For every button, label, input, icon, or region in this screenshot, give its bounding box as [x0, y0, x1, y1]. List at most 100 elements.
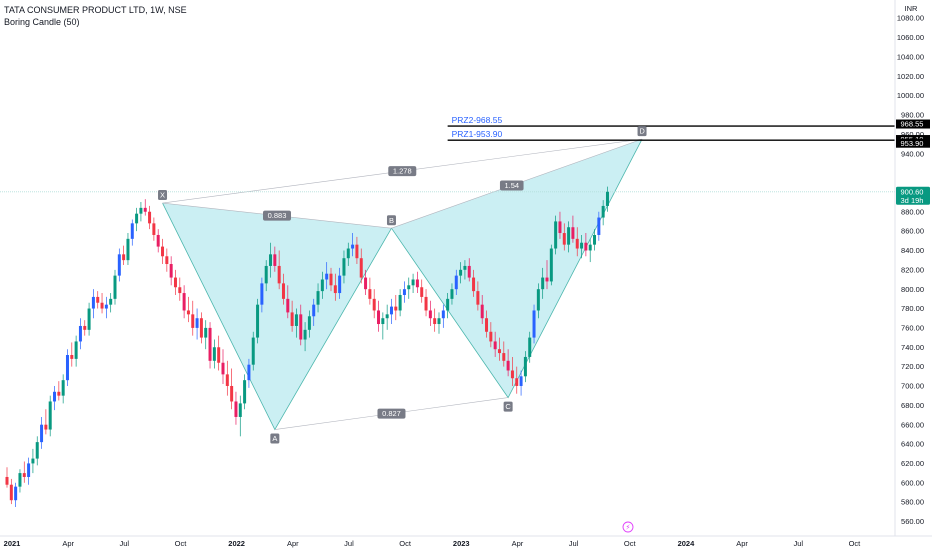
candle-body: [14, 486, 18, 501]
candle-body: [377, 310, 381, 325]
candle-body: [156, 234, 160, 247]
time-tick: Jul: [793, 539, 803, 548]
price-tick: 940.00: [901, 149, 924, 158]
candle-body: [411, 279, 415, 286]
candle-body: [65, 355, 69, 381]
price-tick: 1020.00: [897, 72, 924, 81]
candle-body: [485, 318, 489, 332]
pattern-labels: X A B C D 0.883 0.827 1.278 1.54: [158, 126, 647, 444]
candle-body: [415, 279, 419, 288]
time-tick: Jul: [344, 539, 354, 548]
event-marker-icon: [622, 521, 634, 533]
candle-body: [281, 283, 285, 299]
time-tick: Oct: [849, 539, 862, 548]
candle-body: [437, 318, 441, 325]
time-tick: Apr: [62, 539, 74, 548]
candle-body: [126, 238, 130, 261]
candle-body: [502, 353, 506, 361]
candle-body: [597, 217, 601, 235]
candle-body: [575, 238, 579, 249]
candle-body: [87, 308, 91, 330]
prz-price-value: 968.55: [901, 120, 924, 129]
indicator-label[interactable]: Boring Candle (50): [4, 17, 80, 27]
candle-body: [510, 370, 514, 379]
pattern-point-d-box: [637, 126, 647, 137]
candle-body: [173, 277, 177, 288]
candle-body: [83, 325, 87, 330]
pattern-point-b-box: [386, 215, 396, 226]
candle-body: [398, 294, 402, 311]
candle-body: [489, 331, 493, 342]
time-tick: 2023: [453, 539, 470, 548]
price-tick: 620.00: [901, 459, 924, 468]
candle-body: [294, 314, 298, 326]
candle-body: [558, 221, 562, 234]
candle-body: [113, 275, 117, 299]
candle-body: [299, 314, 303, 340]
candle-body: [459, 269, 463, 276]
candle-body: [5, 476, 9, 485]
candle-body: [186, 310, 190, 315]
prz-zone[interactable]: PRZ2-968.55 PRZ1-953.90: [447, 115, 895, 141]
candle-body: [40, 424, 44, 443]
candle-body: [506, 360, 510, 371]
candle-body: [139, 207, 143, 214]
price-tick: 860.00: [901, 227, 924, 236]
candle-body: [351, 244, 355, 249]
candle-body: [135, 213, 139, 224]
candle-body: [9, 484, 13, 501]
candle-body: [329, 273, 333, 286]
candle-body: [273, 254, 277, 266]
candle-body: [109, 298, 113, 305]
candle-body: [152, 223, 156, 235]
candle-body: [446, 298, 450, 311]
candle-body: [346, 248, 350, 259]
time-tick: Jul: [120, 539, 130, 548]
price-axis[interactable]: INR 560.00 580.00 600.00 620.00 640.00 660.00 6…: [894, 0, 924, 536]
time-tick: Apr: [512, 539, 524, 548]
candle-body: [493, 341, 497, 350]
harmonic-pattern[interactable]: [0, 138, 895, 431]
candle-body: [515, 378, 519, 386]
price-tick: 700.00: [901, 382, 924, 391]
prz-price-badge: [896, 138, 930, 148]
time-tick: 2021: [4, 539, 21, 548]
candle-body: [182, 293, 186, 311]
candle-body: [264, 265, 268, 284]
candle-body: [117, 254, 121, 276]
price-tick: 1060.00: [897, 33, 924, 42]
currency-label: INR: [905, 4, 919, 13]
candle-body: [428, 310, 432, 319]
candle-body: [178, 287, 182, 294]
last-price-value: 900.60: [901, 188, 924, 197]
candle-body: [424, 296, 428, 311]
candle-body: [22, 473, 26, 477]
candle-body: [169, 264, 173, 278]
candle-body: [463, 265, 467, 270]
candle-body: [605, 191, 609, 206]
candle-body: [338, 275, 342, 294]
candles-layer: [5, 186, 609, 507]
candle-body: [549, 248, 553, 282]
pattern-point-a-box: [270, 433, 280, 444]
candle-body: [571, 227, 575, 239]
prz-price-badge: [896, 119, 930, 129]
candle-body: [523, 356, 527, 377]
candle-body: [480, 304, 484, 319]
candle-body: [290, 312, 294, 326]
misc-layer: ⚡: [622, 521, 634, 533]
time-axis[interactable]: 2021 Apr Jul Oct 2022 Apr Jul Oct 2023 Apr Jul Oct 2…: [0, 535, 932, 548]
candle-body: [191, 314, 195, 328]
price-tick: 1040.00: [897, 52, 924, 61]
price-tick: 880.00: [901, 207, 924, 216]
ratio-label-box: [388, 166, 417, 177]
price-tick: 740.00: [901, 343, 924, 352]
candle-body: [165, 256, 169, 265]
time-tick: Apr: [736, 539, 748, 548]
candle-body: [53, 391, 57, 402]
candle-body: [234, 401, 238, 417]
candle-body: [307, 316, 311, 330]
time-tick: 2022: [228, 539, 245, 548]
